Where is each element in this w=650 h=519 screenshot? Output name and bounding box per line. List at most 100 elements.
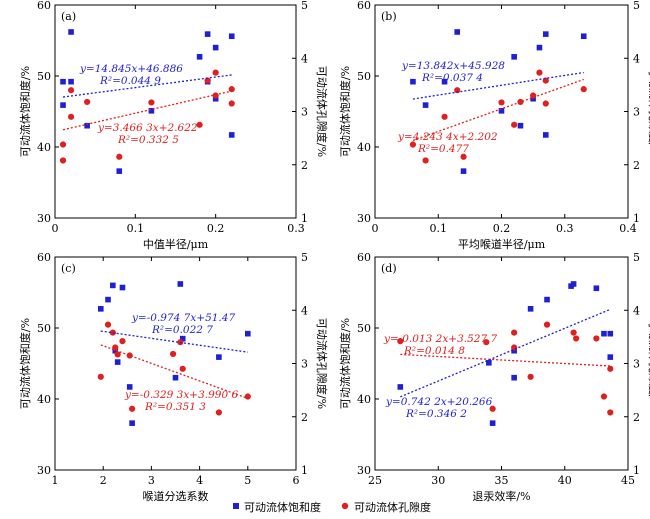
saturation-point: [177, 281, 184, 287]
x-tick-label: 6: [293, 474, 300, 487]
x-tick-label: 25: [368, 474, 382, 487]
porosity-point: [129, 405, 136, 412]
saturation-point: [204, 31, 211, 37]
x-axis-label: 退汞效率/%: [472, 489, 530, 503]
saturation-point: [511, 347, 517, 354]
fit-equation: y=-0.974 7x+51.47: [131, 312, 235, 324]
porosity-point: [126, 352, 133, 359]
x-tick-label: 0: [372, 222, 379, 235]
y-right-axis-label: 可动流体孔隙度/%: [647, 66, 650, 157]
saturation-point: [527, 306, 534, 312]
x-tick-label: 0: [52, 222, 59, 235]
y-left-tick-label: 60: [37, 251, 51, 264]
x-axis-label: 中值半径/μm: [143, 237, 209, 251]
y-left-tick-label: 30: [357, 212, 371, 225]
saturation-point: [486, 359, 492, 366]
porosity-point: [498, 99, 505, 106]
porosity-point: [441, 113, 448, 120]
x-tick-label: 0.2: [493, 222, 511, 235]
plot-frame: [374, 256, 629, 471]
saturation-point: [601, 330, 607, 337]
legend-por-label: 可动流体孔隙度: [354, 500, 431, 514]
saturation-point: [148, 107, 155, 114]
y-right-tick-label: 4: [633, 304, 640, 317]
y-right-tick-label: 1: [633, 464, 640, 477]
legend-por-marker: [341, 502, 349, 510]
x-tick-label: 3: [148, 474, 155, 487]
saturation-point: [60, 102, 66, 108]
saturation-point: [179, 335, 186, 342]
fit-r-squared: R²=0.351 3: [144, 401, 206, 413]
porosity-point: [84, 98, 91, 106]
x-tick-label: 5: [244, 474, 251, 487]
fit-equation: y=3.466 3x+2.622: [97, 122, 198, 134]
x-tick-label: 45: [621, 474, 635, 487]
saturation-point: [511, 374, 517, 381]
fit-equation: y=4.243 4x+2.202: [397, 131, 498, 143]
saturation-point: [68, 29, 74, 35]
chart-panel-3: 1 2 3 4 5 6 30 40 50 60 1 2 3 4 5 (c) 喉道分选系数 可动流体饱和度/% 可动流…: [18, 251, 329, 503]
saturation-point: [530, 95, 536, 102]
porosity-point: [114, 351, 121, 358]
x-tick-label: 1: [52, 474, 59, 487]
saturation-point: [212, 95, 219, 102]
x-tick-label: 0.2: [207, 222, 225, 235]
porosity-point: [59, 141, 67, 148]
y-right-tick-label: 5: [633, 0, 640, 12]
porosity-point: [212, 69, 219, 76]
saturation-point: [126, 384, 133, 390]
porosity-point: [119, 338, 126, 345]
y-right-tick-label: 5: [301, 251, 308, 264]
panel-label: (b): [381, 10, 397, 23]
legend-sat-marker: [233, 503, 239, 509]
porosity-point: [116, 153, 123, 160]
saturation-point: [245, 330, 251, 337]
saturation-point: [422, 102, 429, 108]
chart-panel-1: 0 0.1 0.2 0.3 30 40 50 60 1 2 3 4 5 (a) 中值半径/μm 可动流体饱和度…: [18, 0, 329, 251]
saturation-point: [97, 306, 104, 312]
saturation-point: [580, 33, 587, 40]
panel-label: (d): [381, 262, 397, 275]
saturation-point: [216, 354, 222, 360]
porosity-point: [196, 121, 203, 128]
plot-frame: [54, 4, 297, 219]
panel-label: (c): [61, 262, 76, 275]
saturation-point: [544, 296, 550, 303]
saturation-fit-line: [100, 330, 248, 353]
porosity-point: [97, 373, 104, 380]
saturation-point: [607, 330, 614, 337]
saturation-point: [60, 78, 66, 85]
porosity-point: [204, 77, 211, 84]
saturation-point: [228, 33, 235, 40]
plot-frame: [54, 256, 297, 471]
porosity-point: [454, 87, 461, 94]
porosity-point: [511, 329, 518, 336]
porosity-point: [104, 321, 112, 328]
saturation-point: [105, 296, 111, 303]
y-right-axis-label: 可动流体孔隙度/%: [315, 318, 329, 409]
fit-r-squared: R²=0.037 4: [421, 72, 483, 84]
fit-equation: y=-0.329 3x+3.990 6: [124, 389, 238, 401]
saturation-point: [517, 122, 524, 129]
y-left-tick-label: 30: [37, 464, 51, 477]
y-left-tick-label: 40: [37, 393, 51, 406]
saturation-point: [110, 282, 116, 289]
porosity-point: [517, 98, 524, 106]
porosity-point: [511, 121, 518, 128]
porosity-point: [570, 329, 577, 336]
saturation-point: [498, 107, 505, 114]
x-axis-label: 平均喉道半径/μm: [458, 237, 546, 251]
saturation-point: [607, 354, 614, 360]
panel-label: (a): [61, 10, 76, 23]
porosity-point: [607, 365, 614, 372]
fit-equation: y=14.845x+46.886: [79, 63, 183, 75]
saturation-point: [119, 284, 126, 291]
chart-panel-4: 25 30 35 40 453040506012345(d)退汞效率/%可动流体饱和度/…: [338, 251, 650, 503]
porosity-point: [593, 335, 600, 342]
fit-equation: y=0.742 2x+20.266: [385, 396, 493, 408]
y-right-tick-label: 1: [301, 464, 308, 477]
saturation-point: [114, 359, 121, 365]
y-right-tick-label: 5: [633, 251, 640, 264]
porosity-point: [179, 365, 186, 372]
porosity-point: [212, 92, 219, 99]
